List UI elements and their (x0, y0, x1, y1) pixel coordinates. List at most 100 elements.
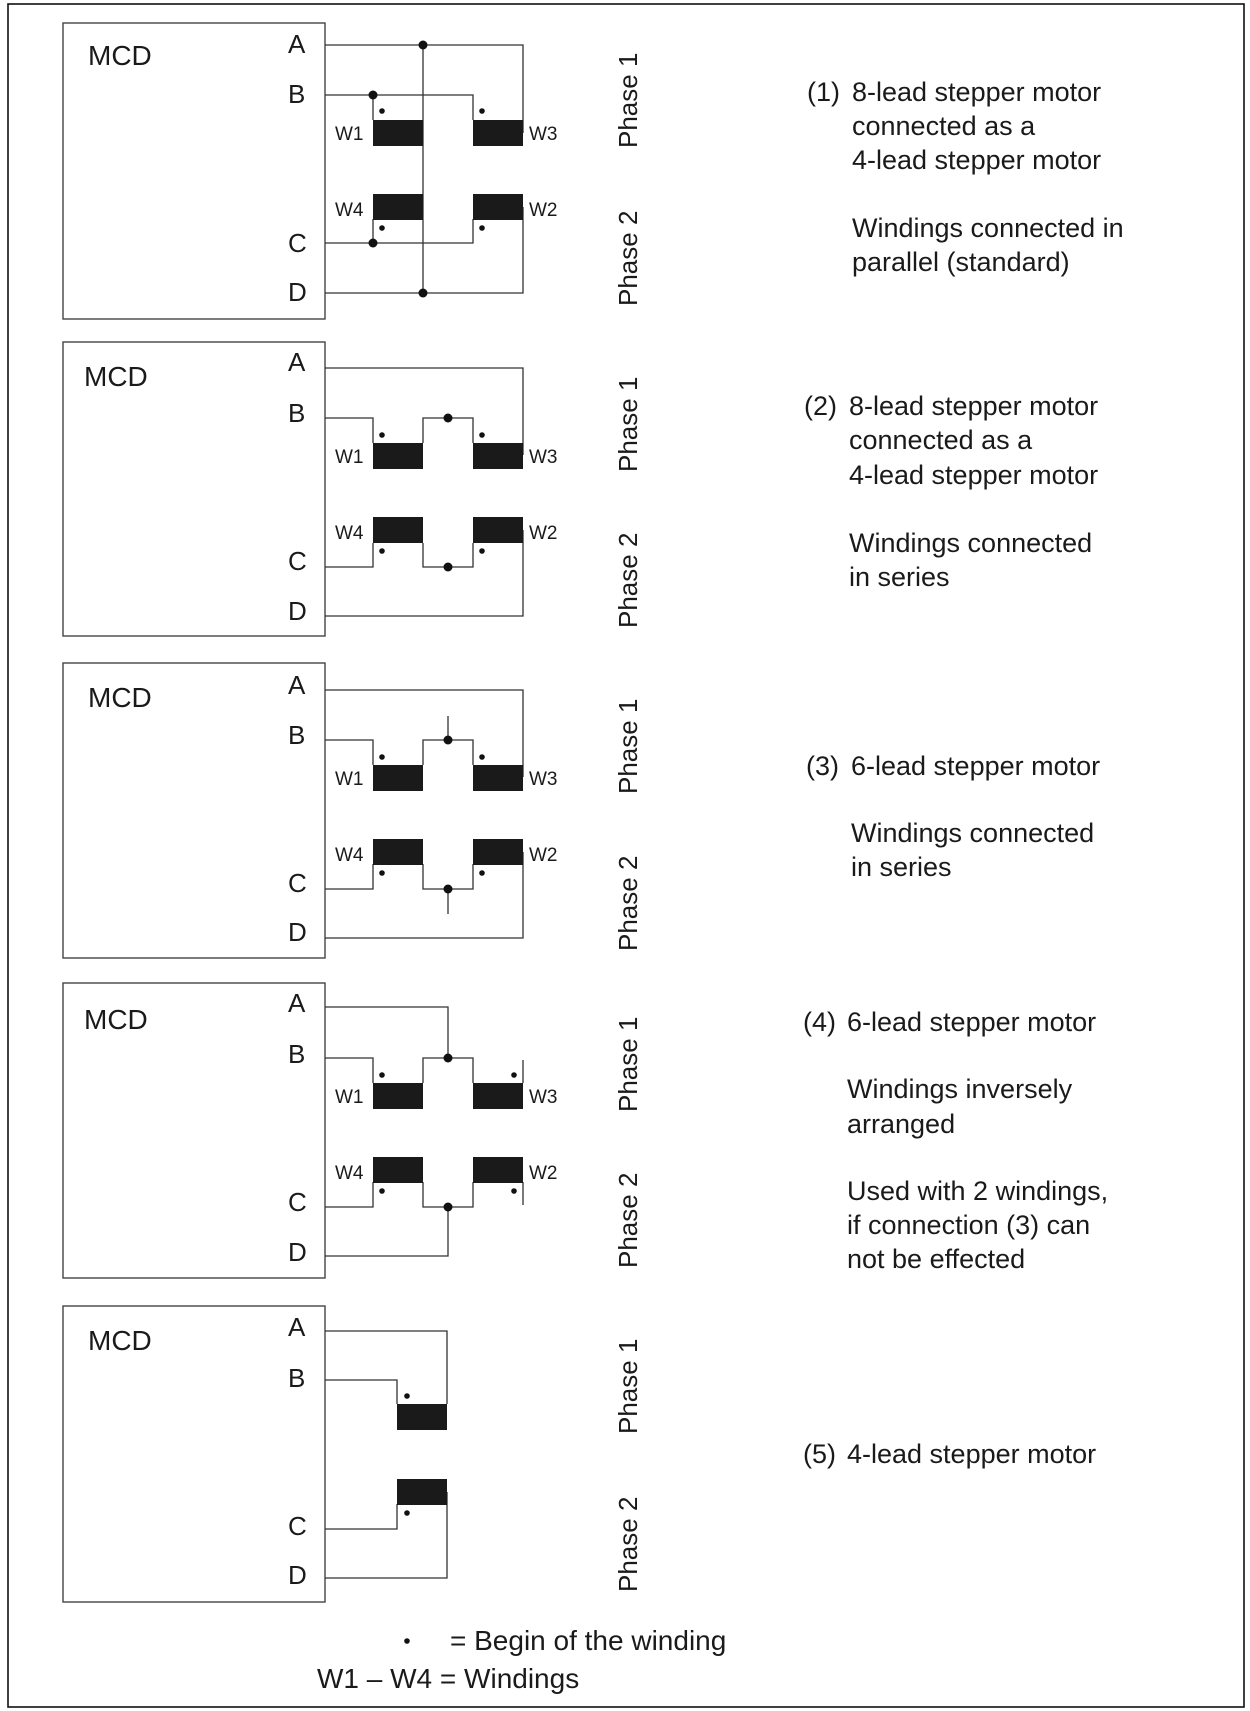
winding-w2-coil (473, 839, 523, 865)
legend-dot-text: = Begin of the winding (450, 1625, 726, 1656)
terminal-a-label: A (288, 1312, 306, 1342)
terminal-b-label: B (288, 398, 305, 428)
winding-w3-label: W3 (529, 1087, 558, 1108)
terminal-d-label: D (288, 917, 307, 947)
junction-node (443, 884, 453, 894)
terminal-b-label: B (288, 79, 305, 109)
winding-w2-label: W2 (529, 845, 558, 866)
mcd-box (62, 662, 326, 959)
terminal-d-label: D (288, 277, 307, 307)
config-3-line: 6-lead stepper motor (851, 751, 1100, 781)
winding-w4-coil (373, 194, 423, 220)
config-3-line: in series (851, 852, 952, 882)
config-4-line: Windings inversely (847, 1074, 1073, 1104)
junction-node (443, 1053, 453, 1063)
terminal-c-label: C (288, 1187, 307, 1217)
winding-w3-coil (473, 443, 523, 469)
junction-node (418, 40, 428, 50)
panel-1: MCD A B C D W1 W3 W4 W2 Phase 1 Phase 2 … (62, 22, 1124, 320)
winding-w1-coil (373, 765, 423, 791)
config-1-number: (1) (807, 77, 840, 107)
terminal-a-label: A (288, 347, 306, 377)
mcd-box (62, 22, 326, 320)
legend-windings-text: W1 – W4 = Windings (317, 1663, 579, 1694)
winding-w1-label: W1 (335, 1087, 364, 1108)
mcd-label: MCD (88, 40, 152, 71)
phase-2-label: Phase 2 (613, 211, 643, 306)
mcd-box (62, 341, 326, 637)
phase-1-label: Phase 1 (613, 699, 643, 794)
winding-w4-label: W4 (335, 523, 364, 544)
legend-start-dot-icon (404, 1638, 410, 1644)
winding-w2-coil (473, 517, 523, 543)
winding-w4-coil (373, 839, 423, 865)
mcd-box (62, 982, 326, 1279)
mcd-label: MCD (84, 361, 148, 392)
winding-start-dot (379, 1188, 385, 1194)
phase-2-label: Phase 2 (613, 856, 643, 951)
config-1-line: parallel (standard) (852, 247, 1070, 277)
winding-start-dot (379, 870, 385, 876)
phase-1-label: Phase 1 (613, 1339, 643, 1434)
winding-w1-coil (373, 443, 423, 469)
config-2-line: connected as a (849, 425, 1033, 455)
winding-start-dot (479, 754, 485, 760)
junction-node (443, 562, 453, 572)
phase-1-label: Phase 1 (613, 53, 643, 148)
terminal-c-label: C (288, 868, 307, 898)
config-2-line: 4-lead stepper motor (849, 460, 1098, 490)
winding-w4-coil (373, 517, 423, 543)
terminal-c-label: C (288, 228, 307, 258)
terminal-a-label: A (288, 29, 306, 59)
legend: = Begin of the winding W1 – W4 = Winding… (317, 1625, 726, 1694)
phase-1-label: Phase 1 (613, 1017, 643, 1112)
config-4-line: arranged (847, 1109, 955, 1139)
junction-node (368, 238, 378, 248)
winding-start-dot (404, 1393, 410, 1399)
wiring (325, 1330, 448, 1579)
terminal-d-label: D (288, 1560, 307, 1590)
winding-w2-label: W2 (529, 1163, 558, 1184)
config-1-line: connected as a (852, 111, 1036, 141)
wiring (325, 689, 524, 939)
winding-w3-label: W3 (529, 124, 558, 145)
winding-start-dot (379, 1072, 385, 1078)
mcd-label: MCD (84, 1004, 148, 1035)
config-5-number: (5) (803, 1439, 836, 1469)
winding-w1-label: W1 (335, 124, 364, 145)
phase-1-label: Phase 1 (613, 377, 643, 472)
outer-frame (7, 3, 1245, 1708)
config-2-number: (2) (804, 391, 837, 421)
phase-2-label: Phase 2 (613, 1173, 643, 1268)
config-5-line: 4-lead stepper motor (847, 1439, 1096, 1469)
winding-w4-label: W4 (335, 845, 364, 866)
winding-w3-label: W3 (529, 447, 558, 468)
winding-start-dot (479, 108, 485, 114)
junction-node (418, 288, 428, 298)
winding-start-dot (479, 432, 485, 438)
terminal-b-label: B (288, 720, 305, 750)
winding-start-dot (479, 548, 485, 554)
winding-w1-label: W1 (335, 769, 364, 790)
config-4-line: Used with 2 windings, (847, 1176, 1108, 1206)
winding-w1-label: W1 (335, 447, 364, 468)
terminal-b-label: B (288, 1039, 305, 1069)
junction-node (443, 1202, 453, 1212)
winding-w2-coil (473, 194, 523, 220)
winding-w2-label: W2 (529, 523, 558, 544)
terminal-a-label: A (288, 670, 306, 700)
winding-start-dot (379, 548, 385, 554)
config-2-line: 8-lead stepper motor (849, 391, 1098, 421)
terminal-d-label: D (288, 1237, 307, 1267)
config-4-number: (4) (803, 1007, 836, 1037)
junction-node (443, 413, 453, 423)
winding-start-dot (379, 754, 385, 760)
winding-w3-label: W3 (529, 769, 558, 790)
terminal-a-label: A (288, 988, 306, 1018)
terminal-b-label: B (288, 1363, 305, 1393)
mcd-box (62, 1305, 326, 1603)
winding-start-dot (511, 1188, 517, 1194)
wiring (325, 367, 524, 617)
terminal-d-label: D (288, 596, 307, 626)
config-3-line: Windings connected (851, 818, 1094, 848)
